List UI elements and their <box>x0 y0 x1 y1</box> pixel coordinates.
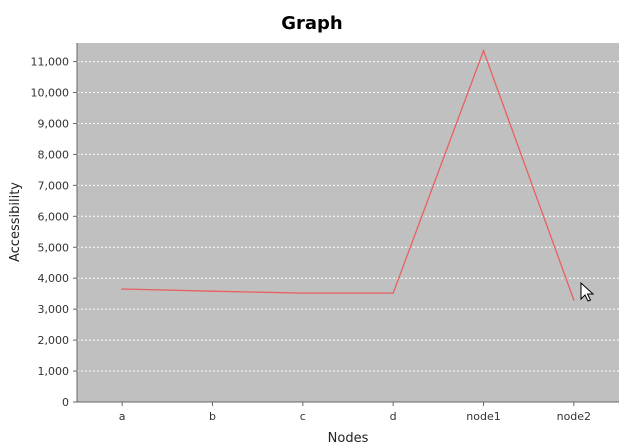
y-tick-label: 3,000 <box>38 303 70 316</box>
y-tick-label: 5,000 <box>38 241 70 254</box>
x-axis: a b c d node1 node2 <box>77 401 619 423</box>
y-tick-label: 7,000 <box>38 179 70 192</box>
series-line <box>122 48 575 301</box>
data-point <box>302 292 304 294</box>
data-point <box>482 49 485 52</box>
data-point <box>121 288 123 290</box>
y-tick-label: 4,000 <box>38 272 70 285</box>
y-tick-label: 8,000 <box>38 148 70 161</box>
x-tick-label: node2 <box>557 410 591 423</box>
x-tick-label: b <box>209 410 216 423</box>
chart-title: Graph <box>281 13 343 34</box>
x-tick-label: d <box>390 410 397 423</box>
mouse-cursor-icon <box>580 281 595 302</box>
data-point <box>573 299 575 301</box>
x-tick-label: node1 <box>466 410 500 423</box>
y-tick-label: 0 <box>62 396 69 409</box>
data-point <box>211 290 214 293</box>
series-group <box>121 48 575 301</box>
y-axis: 0 1,000 2,000 3,000 4,000 5,000 6,000 7,000 8,00… <box>31 43 78 409</box>
y-tick-label: 6,000 <box>38 210 70 223</box>
y-tick-label: 9,000 <box>38 117 70 130</box>
x-tick-label: a <box>119 410 126 423</box>
x-axis-label: Nodes <box>328 431 369 446</box>
y-tick-label: 2,000 <box>38 334 70 347</box>
y-tick-label: 11,000 <box>31 56 70 69</box>
data-point <box>392 292 394 294</box>
y-tick-label: 10,000 <box>31 87 70 100</box>
plot-area <box>77 43 619 402</box>
x-tick-label: c <box>300 410 306 423</box>
y-tick-label: 1,000 <box>38 365 70 378</box>
y-axis-label: Accessibility <box>8 182 23 262</box>
